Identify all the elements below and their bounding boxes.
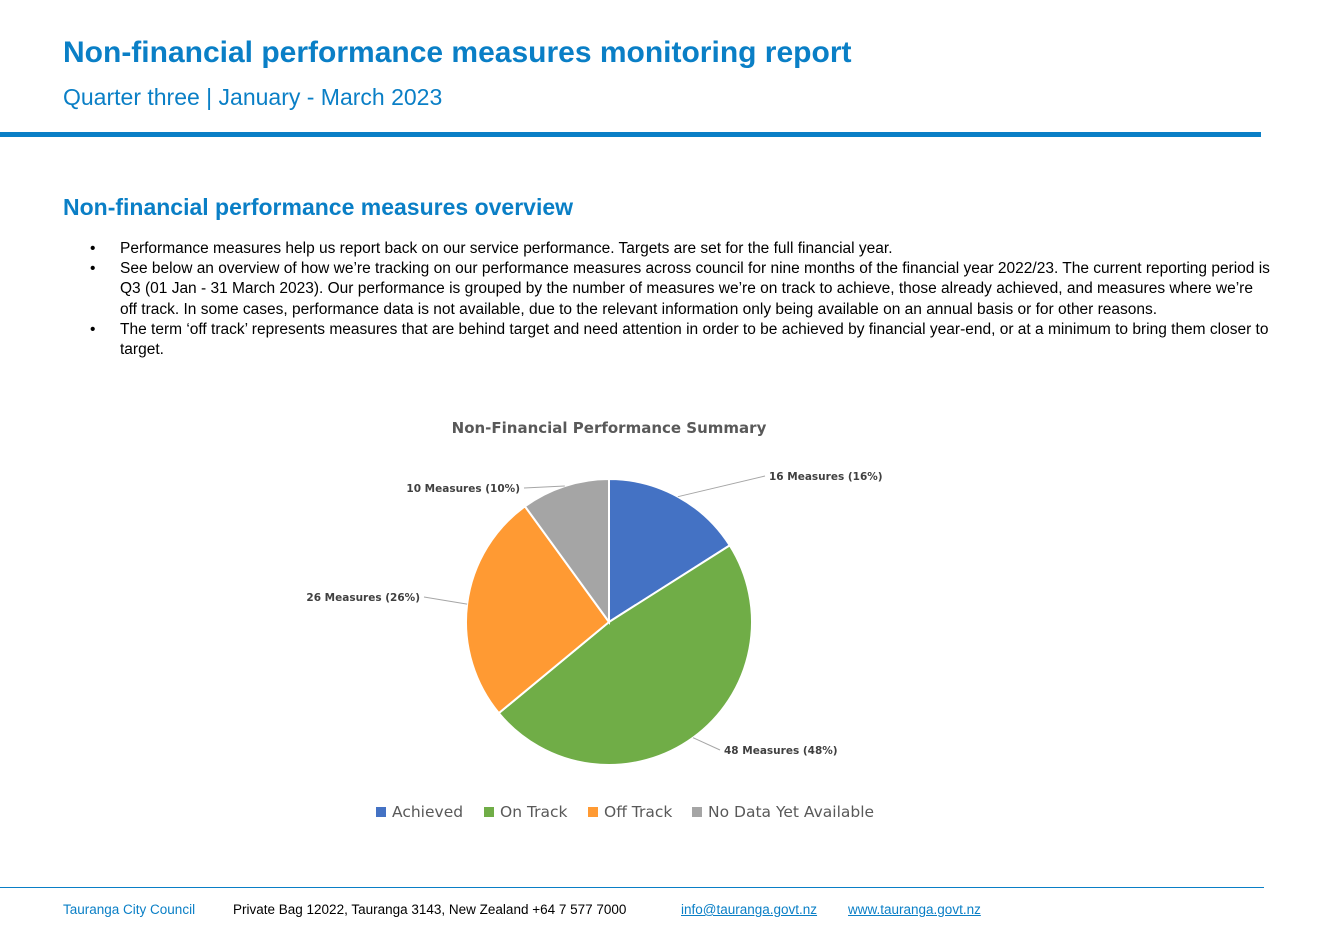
legend-label-no-data-yet-available: No Data Yet Available (708, 803, 874, 821)
bullet-dot-icon: • (90, 240, 96, 257)
bullet-item: • The term ‘off track’ represents measur… (63, 320, 1273, 360)
data-labels: 16 Measures (16%) 48 Measures (48%) 26 Mea… (306, 471, 882, 757)
leader-lines (423, 475, 766, 751)
data-label-no-data-yet-available: 10 Measures (10%) (406, 483, 520, 495)
pie-slice-on-track (497, 543, 753, 766)
bullet-dot-icon: • (90, 320, 96, 338)
legend-swatch-on-track (484, 807, 494, 817)
bullet-text: Performance measures help us report back… (120, 240, 893, 257)
leader-line-no-data-yet-available (523, 485, 565, 489)
bullet-text: See below an overview of how we’re track… (120, 260, 1270, 318)
chart-legend: Achieved On Track Off Track No Data Yet Ava… (376, 803, 874, 821)
leader-line-off-track (423, 596, 468, 605)
performance-summary-chart: Non-Financial Performance Summary 16 Mea… (300, 408, 940, 838)
footer-email-link[interactable]: info@tauranga.govt.nz (681, 902, 818, 917)
pie-slices (465, 477, 753, 766)
bullet-text: The term ‘off track’ represents measures… (120, 320, 1269, 359)
legend-label-off-track: Off Track (604, 803, 672, 821)
footer-website-link[interactable]: www.tauranga.govt.nz (848, 902, 981, 917)
pie-slice-achieved (608, 477, 732, 624)
footer-divider (0, 887, 1264, 888)
legend-swatch-no-data-yet-available (692, 807, 702, 817)
pie-chart-svg: Non-Financial Performance Summary 16 Mea… (306, 419, 882, 821)
section-heading: Non-financial performance measures overv… (63, 194, 574, 220)
data-label-on-track: 48 Measures (48%) (724, 745, 838, 757)
overview-bullet-list: • Performance measures help us report ba… (63, 239, 1273, 360)
data-label-achieved: 16 Measures (16%) (769, 471, 883, 483)
bullet-dot-icon: • (90, 260, 96, 278)
legend-label-achieved: Achieved (392, 803, 463, 821)
leader-line-on-track (692, 737, 721, 751)
report-subtitle: Quarter three | January - March 2023 (63, 84, 443, 110)
header-divider (0, 132, 1261, 137)
data-label-off-track: 26 Measures (26%) (306, 592, 420, 604)
legend-label-on-track: On Track (500, 803, 568, 821)
pie-slice-no-data-yet-available (523, 477, 610, 626)
legend-swatch-achieved (376, 807, 386, 817)
bullet-item: • Performance measures help us report ba… (63, 239, 1273, 259)
pie-slice-off-track (465, 504, 611, 715)
leader-line-achieved (677, 475, 766, 498)
bullet-item: • See below an overview of how we’re tra… (63, 259, 1273, 320)
chart-title: Non-Financial Performance Summary (452, 419, 767, 437)
footer-org-name: Tauranga City Council (63, 902, 196, 917)
legend-swatch-off-track (588, 807, 598, 817)
footer-address: Private Bag 12022, Tauranga 3143, New Ze… (233, 902, 627, 917)
report-title: Non-financial performance measures monit… (63, 36, 852, 69)
